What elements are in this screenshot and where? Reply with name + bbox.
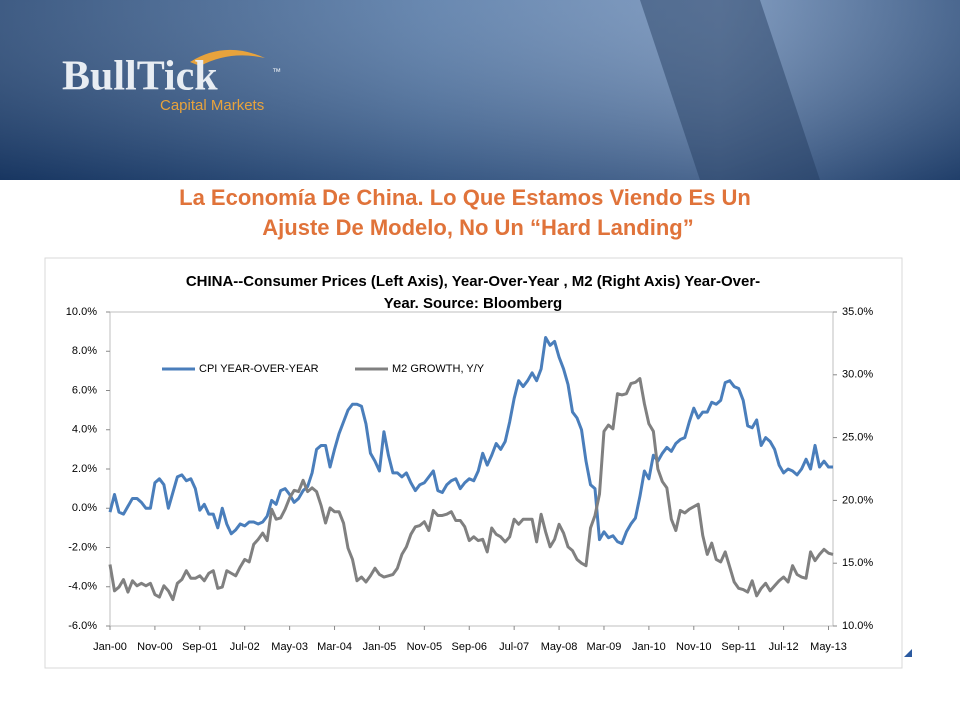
heading-line: Ajuste De Modelo, No Un “Hard Landing” [262,215,693,240]
x-tick-label: Nov-05 [407,641,442,653]
x-tick-label: Jan-00 [93,641,127,653]
x-tick-label: Jul-07 [499,641,529,653]
y-tick-label: 0.0% [72,502,97,514]
y-tick-label: -4.0% [68,581,97,593]
y-tick-label: 2.0% [72,463,97,475]
y-tick-label: -6.0% [68,620,97,632]
x-tick-label: May-03 [271,641,308,653]
x-tick-label: Jan-10 [632,641,666,653]
y-tick-label: 10.0% [66,306,97,318]
header-shade [0,0,960,180]
y2-tick-label: 35.0% [842,306,873,318]
x-tick-label: Jul-12 [769,641,799,653]
chart-frame [44,257,903,669]
y-tick-label: 4.0% [72,424,97,436]
y2-tick-label: 15.0% [842,557,873,569]
y-tick-label: -2.0% [68,541,97,553]
y-tick-label: 6.0% [72,384,97,396]
y2-tick-label: 30.0% [842,369,873,381]
x-tick-label: Sep-11 [721,641,756,653]
legend-label: M2 GROWTH, Y/Y [392,363,485,375]
x-tick-label: Nov-10 [676,641,711,653]
y2-tick-label: 20.0% [842,494,873,506]
heading-line: La Economía De China. Lo Que Estamos Vie… [179,185,751,210]
x-tick-label: Jul-02 [230,641,260,653]
y2-tick-label: 25.0% [842,432,873,444]
y2-tick-label: 10.0% [842,620,873,632]
logo-tm: ™ [272,66,281,76]
y-tick-label: 8.0% [72,345,97,357]
corner-mark [904,649,912,657]
legend-label: CPI YEAR-OVER-YEAR [199,363,319,375]
x-tick-label: May-13 [810,641,847,653]
x-tick-label: May-08 [541,641,578,653]
x-tick-label: Sep-06 [452,641,487,653]
x-tick-label: Nov-00 [137,641,172,653]
chart: CHINA--Consumer Prices (Left Axis), Year… [66,273,874,653]
chart-title: CHINA--Consumer Prices (Left Axis), Year… [186,273,760,290]
header-figure [640,0,820,180]
x-tick-label: Mar-04 [317,641,352,653]
series-line [108,377,834,602]
x-tick-label: Jan-05 [363,641,397,653]
chart-title: Year. Source: Bloomberg [384,295,562,312]
series-line [108,336,833,546]
logo-swoosh [190,49,265,66]
x-tick-label: Sep-01 [182,641,217,653]
logo-tagline: Capital Markets [160,97,264,114]
x-tick-label: Mar-09 [587,641,622,653]
logo-name: BullTick [62,54,218,100]
